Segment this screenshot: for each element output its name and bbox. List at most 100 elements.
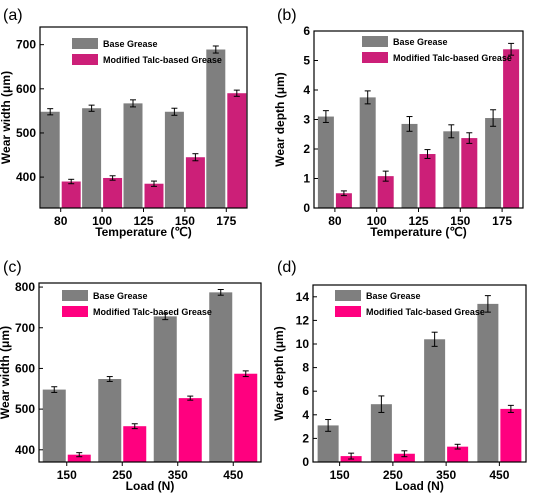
x-tick-label: 350 bbox=[168, 468, 188, 482]
bar bbox=[82, 108, 102, 208]
legend-swatch bbox=[72, 38, 98, 49]
error-bar bbox=[378, 395, 385, 413]
legend: Base Grease Modified Talc-based Grease bbox=[72, 38, 222, 65]
bar bbox=[98, 379, 122, 462]
bar bbox=[503, 49, 520, 208]
y-tick-label: 6 bbox=[302, 384, 309, 398]
bar bbox=[447, 446, 469, 462]
y-tick-label: 2 bbox=[302, 431, 309, 445]
bar bbox=[377, 176, 394, 208]
error-bar bbox=[466, 132, 473, 144]
legend-swatch bbox=[62, 290, 88, 301]
bar bbox=[359, 97, 376, 208]
y-tick-label: 500 bbox=[15, 402, 35, 416]
legend-swatch bbox=[62, 306, 88, 317]
error-bar bbox=[192, 153, 199, 162]
legend-label: Base Grease bbox=[366, 291, 421, 301]
error-bar bbox=[454, 443, 461, 450]
panel-label: (c) bbox=[3, 259, 22, 276]
bar bbox=[419, 154, 436, 208]
x-axis-title: Temperature (℃) bbox=[370, 225, 467, 239]
error-bar bbox=[424, 149, 431, 159]
error-bar bbox=[131, 423, 138, 430]
legend-swatch bbox=[362, 36, 388, 47]
y-tick-label: 4 bbox=[302, 408, 309, 422]
error-bar bbox=[431, 331, 438, 347]
y-tick-label: 500 bbox=[16, 126, 36, 140]
x-tick-label: 80 bbox=[328, 214, 342, 228]
x-tick-label: 100 bbox=[367, 214, 387, 228]
bar bbox=[424, 339, 446, 462]
bar bbox=[40, 111, 60, 208]
bar bbox=[178, 398, 202, 462]
error-bar bbox=[217, 289, 224, 296]
y-tick-label: 8 bbox=[302, 361, 309, 375]
legend-swatch bbox=[72, 54, 98, 65]
y-axis-title: Wear width (μm) bbox=[0, 71, 13, 164]
plot-frame bbox=[312, 284, 527, 463]
bar bbox=[234, 373, 258, 462]
error-bar bbox=[322, 110, 329, 123]
error-bar bbox=[106, 376, 113, 382]
bar bbox=[123, 426, 147, 462]
x-axis-title: Load (N) bbox=[395, 479, 444, 493]
legend-label: Modified Talc-based Grease bbox=[366, 307, 485, 317]
error-bar bbox=[171, 107, 178, 116]
error-bar bbox=[68, 178, 75, 185]
y-tick-label: 400 bbox=[15, 443, 35, 457]
x-tick-label: 450 bbox=[223, 468, 243, 482]
bar bbox=[153, 316, 177, 462]
y-tick-label: 12 bbox=[296, 313, 310, 327]
panel-label: (a) bbox=[3, 7, 23, 24]
chart-panel-4: 0 2 4 6 8 10 12 14 150 250 350 450 Load (N) Wear dept… bbox=[272, 259, 527, 493]
x-tick-label: 150 bbox=[450, 214, 470, 228]
x-tick-label: 125 bbox=[408, 214, 428, 228]
x-axis-title: Load (N) bbox=[126, 479, 175, 493]
y-tick-label: 0 bbox=[303, 201, 310, 215]
y-axis-title: Wear depth (μm) bbox=[272, 326, 286, 420]
bar bbox=[61, 181, 81, 208]
bar bbox=[227, 93, 247, 208]
y-tick-label: 10 bbox=[296, 337, 310, 351]
error-bar bbox=[109, 175, 116, 181]
error-bar bbox=[406, 116, 413, 132]
error-bar bbox=[382, 170, 389, 182]
bar bbox=[477, 303, 499, 462]
error-bar bbox=[151, 180, 157, 187]
panel-label: (d) bbox=[277, 259, 297, 276]
x-tick-label: 100 bbox=[92, 214, 112, 228]
error-bar bbox=[187, 395, 194, 401]
chart-panel-3: 400 500 600 700 800 150 250 350 450 Load (N) Wear … bbox=[0, 259, 262, 493]
legend-label: Base Grease bbox=[103, 39, 158, 49]
error-bar bbox=[212, 45, 219, 54]
y-tick-label: 1 bbox=[303, 172, 310, 186]
error-bar bbox=[364, 90, 371, 105]
x-axis-title: Temperature (℃) bbox=[95, 225, 192, 239]
bar bbox=[443, 131, 460, 208]
error-bar bbox=[340, 190, 347, 197]
error-bar bbox=[76, 452, 83, 458]
x-tick-label: 150 bbox=[57, 468, 77, 482]
bar bbox=[485, 118, 502, 208]
y-tick-label: 700 bbox=[16, 38, 36, 52]
legend-label: Modified Talc-based Grease bbox=[93, 307, 212, 317]
error-bar bbox=[401, 450, 408, 458]
error-bar bbox=[130, 99, 136, 108]
x-tick-label: 150 bbox=[175, 214, 195, 228]
x-tick-label: 175 bbox=[492, 214, 512, 228]
error-bar bbox=[448, 124, 455, 139]
bar bbox=[335, 193, 352, 208]
panel-label: (b) bbox=[277, 7, 297, 24]
error-bar bbox=[490, 109, 497, 127]
bar bbox=[164, 111, 184, 208]
error-bar bbox=[507, 404, 514, 413]
x-tick-label: 250 bbox=[383, 468, 403, 482]
y-tick-label: 600 bbox=[16, 82, 36, 96]
y-tick-label: 2 bbox=[303, 142, 310, 156]
bar bbox=[461, 138, 478, 208]
x-tick-label: 125 bbox=[133, 214, 153, 228]
error-bar bbox=[242, 370, 249, 378]
bar bbox=[393, 453, 415, 462]
bar bbox=[500, 408, 522, 462]
